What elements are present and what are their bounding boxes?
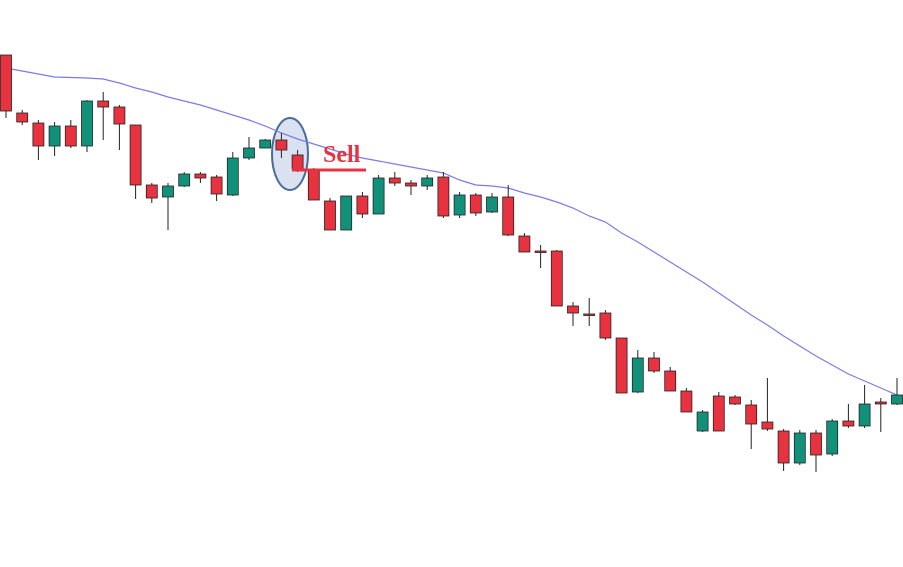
candle-body [48, 125, 61, 147]
candle-body [307, 169, 320, 201]
candle-body [486, 196, 498, 213]
candle-body [405, 182, 417, 187]
candle-body [680, 390, 693, 413]
candle-body [16, 112, 29, 123]
candle-body [356, 195, 369, 215]
candle-body [761, 421, 774, 430]
candle-body [437, 176, 450, 217]
candle-body [648, 357, 660, 372]
candle-body [583, 313, 596, 316]
candles [0, 54, 903, 472]
candle-body [793, 432, 806, 464]
moving-average [5, 67, 898, 396]
candle-body [162, 185, 174, 198]
candle-body [664, 370, 677, 392]
candle-body [324, 200, 336, 231]
candle-body [388, 177, 401, 184]
candle-body [0, 54, 12, 112]
candle-body [599, 312, 612, 339]
candle-body [113, 106, 126, 125]
candle-body [178, 173, 191, 187]
sell-label: Sell [323, 142, 361, 168]
candle-body [712, 395, 725, 432]
candle-body [518, 235, 531, 253]
candle-body [64, 125, 77, 147]
highlight-ellipse [271, 117, 309, 191]
candle-body [259, 139, 272, 149]
candle-body [291, 154, 304, 170]
candle-body [97, 100, 110, 108]
candle-body [874, 401, 887, 405]
candle-body [810, 432, 822, 456]
candle-body [340, 195, 353, 231]
candle-body [469, 194, 482, 214]
candle-body [696, 411, 709, 432]
candle-body [842, 420, 855, 427]
candle-body [421, 177, 434, 187]
candle-body [858, 403, 871, 427]
candle-body [567, 305, 579, 314]
candle-body [453, 194, 466, 216]
candle-body [210, 176, 223, 195]
candle-body [226, 157, 239, 196]
candle-body [502, 196, 515, 236]
candle-body [777, 430, 790, 464]
candle-body [81, 100, 93, 147]
candle-body [891, 394, 903, 405]
candle-body [194, 173, 207, 179]
candle-body [243, 147, 255, 159]
candle-body [372, 177, 385, 215]
candle-body [631, 357, 644, 393]
candle-body [615, 337, 628, 394]
candle-body [145, 184, 158, 199]
candle-body [32, 122, 45, 147]
candle-body [550, 250, 563, 307]
candle-body [129, 124, 142, 186]
candle-body [729, 396, 741, 405]
candle-body [275, 139, 288, 151]
candle-body [745, 404, 758, 425]
candle-body [534, 250, 547, 253]
candle-body [826, 420, 839, 455]
